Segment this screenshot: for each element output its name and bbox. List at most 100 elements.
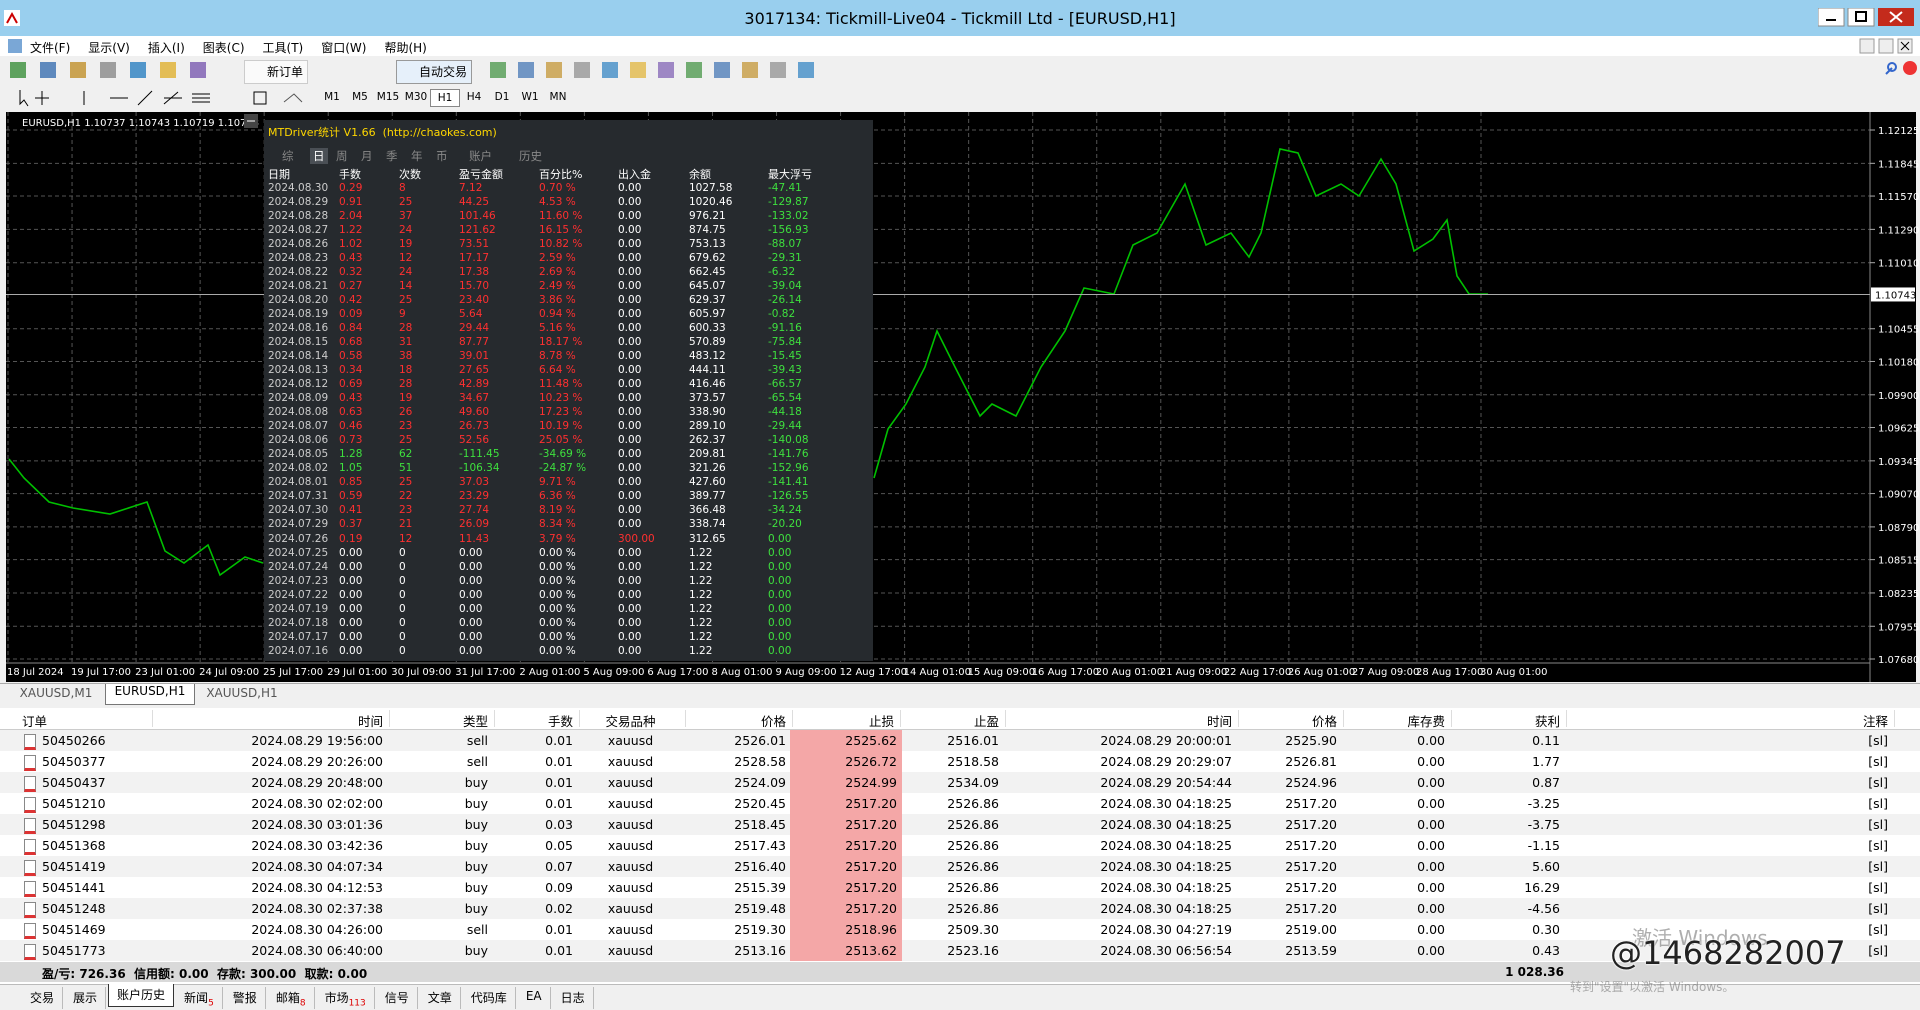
trade-row[interactable]: 50451773 2024.08.30 06:40:00 buy 0.01 xauusd… xyxy=(0,940,1920,961)
column-header[interactable]: 价格 xyxy=(1311,714,1337,729)
chart-tab[interactable]: EURUSD,H1 xyxy=(105,684,195,705)
column-header[interactable]: 库存费 xyxy=(1407,714,1445,729)
column-header[interactable]: 获利 xyxy=(1534,714,1560,729)
toolbar-icon[interactable] xyxy=(160,62,176,78)
trade-row[interactable]: 50451441 2024.08.30 04:12:53 buy 0.09 xauusd… xyxy=(0,877,1920,898)
terminal-tab[interactable]: 账户历史 xyxy=(108,984,175,1007)
trade-row[interactable]: 50450437 2024.08.29 20:48:00 buy 0.01 xauusd… xyxy=(0,772,1920,793)
trade-row[interactable]: 50451248 2024.08.30 02:37:38 buy 0.02 xauusd… xyxy=(0,898,1920,919)
timeframe-button[interactable]: M5 xyxy=(352,91,368,103)
terminal-tab[interactable]: 日志 xyxy=(553,987,594,1009)
toolbar-icon[interactable] xyxy=(770,62,786,78)
terminal-tab[interactable]: 市场113 xyxy=(317,987,375,1009)
toolbar-icon[interactable] xyxy=(630,62,646,78)
stats-tab[interactable]: 年 xyxy=(411,149,423,163)
timeframe-button[interactable]: MN xyxy=(549,91,567,103)
terminal-tab[interactable]: 展示 xyxy=(65,987,107,1009)
terminal-tab[interactable]: 邮箱8 xyxy=(268,987,315,1009)
stats-cell: -34.24 xyxy=(768,504,802,517)
menu-item[interactable]: 显示(V) xyxy=(88,41,130,55)
toolbar-icon[interactable] xyxy=(10,62,26,78)
column-header[interactable]: 时间 xyxy=(1206,714,1232,729)
stats-cell: 25 xyxy=(399,196,413,209)
trade-row[interactable]: 50451298 2024.08.30 03:01:36 buy 0.03 xauusd… xyxy=(0,814,1920,835)
toolbar-icon[interactable] xyxy=(190,62,206,78)
trade-row[interactable]: 50451419 2024.08.30 04:07:34 buy 0.07 xauusd… xyxy=(0,856,1920,877)
chart-tab[interactable]: XAUUSD,H1 xyxy=(206,686,278,700)
toolbar-icon[interactable] xyxy=(798,62,814,78)
mdi-controls[interactable] xyxy=(1858,38,1918,54)
menu-item[interactable]: 图表(C) xyxy=(202,41,245,55)
stats-tab[interactable]: 月 xyxy=(361,149,373,163)
chart-tab[interactable]: XAUUSD,M1 xyxy=(19,686,93,700)
column-header[interactable]: 时间 xyxy=(357,714,383,729)
toolbar-icon[interactable] xyxy=(574,62,590,78)
column-header[interactable]: 订单 xyxy=(22,714,48,729)
trade-cell: 2024.08.30 04:18:25 xyxy=(1100,796,1232,811)
stats-cell: 15.70 xyxy=(459,280,490,293)
trade-cell: xauusd xyxy=(607,754,654,769)
terminal-tab[interactable]: EA xyxy=(518,987,551,1009)
column-header[interactable]: 价格 xyxy=(760,714,786,729)
stats-tab[interactable]: 账户 xyxy=(469,149,492,163)
window-controls[interactable] xyxy=(1818,8,1916,28)
timeframe-button[interactable]: W1 xyxy=(521,91,539,103)
stats-tab[interactable]: 综 xyxy=(282,149,294,163)
menu-item[interactable]: 插入(I) xyxy=(147,41,185,55)
toolbar-icon[interactable] xyxy=(602,62,618,78)
new-order-button[interactable]: 新订单 xyxy=(244,60,309,84)
stats-cell: 0.00 xyxy=(618,322,642,335)
timeframe-button[interactable]: H4 xyxy=(466,91,482,103)
menu-item[interactable]: 工具(T) xyxy=(262,41,304,55)
panel-collapse[interactable] xyxy=(244,114,258,128)
toolbar-icon[interactable] xyxy=(100,62,116,78)
timeframe-button[interactable]: H1 xyxy=(430,89,460,107)
toolbar-icon[interactable] xyxy=(130,62,146,78)
column-header[interactable]: 类型 xyxy=(462,714,488,729)
stats-tab[interactable]: 历史 xyxy=(519,149,542,163)
stats-cell: 0.00 xyxy=(618,266,642,279)
column-header[interactable]: 止损 xyxy=(868,714,894,729)
menu-item[interactable]: 文件(F) xyxy=(30,41,71,55)
trade-row[interactable]: 50451210 2024.08.30 02:02:00 buy 0.01 xauusd… xyxy=(0,793,1920,814)
trade-row[interactable]: 50450266 2024.08.29 19:56:00 sell 0.01 xauus… xyxy=(0,730,1920,751)
stats-cell: 7.12 xyxy=(459,182,483,194)
timeframe-button[interactable]: M30 xyxy=(404,91,428,103)
toolbar-icon[interactable] xyxy=(686,62,702,78)
stats-tab[interactable]: 币 xyxy=(436,149,448,163)
trade-row[interactable]: 50450377 2024.08.29 20:26:00 sell 0.01 xauus… xyxy=(0,751,1920,772)
trade-row[interactable]: 50451469 2024.08.30 04:26:00 sell 0.01 xauus… xyxy=(0,919,1920,940)
terminal-tab[interactable]: 新闻5 xyxy=(176,987,223,1009)
terminal-tab[interactable]: 信号 xyxy=(377,987,418,1009)
toolbar-icon[interactable] xyxy=(518,62,534,78)
menu-item[interactable]: 帮助(H) xyxy=(384,41,427,55)
column-header[interactable]: 止盈 xyxy=(973,714,999,729)
tab-label: 日志 xyxy=(560,991,585,1005)
stats-cell: 0.41 xyxy=(339,504,363,517)
timeframe-button[interactable]: M1 xyxy=(324,91,340,103)
column-header[interactable]: 交易品种 xyxy=(605,714,656,729)
column-header[interactable]: 手数 xyxy=(547,714,573,729)
timeframe-button[interactable]: M15 xyxy=(376,91,400,103)
toolbar-icon[interactable] xyxy=(546,62,562,78)
terminal-tab[interactable]: 交易 xyxy=(22,987,64,1009)
toolbar-icon[interactable] xyxy=(742,62,758,78)
toolbar-icon[interactable] xyxy=(70,62,86,78)
stats-tab[interactable]: 季 xyxy=(386,149,398,163)
terminal-tab[interactable]: 代码库 xyxy=(463,987,516,1009)
toolbar-icon[interactable] xyxy=(714,62,730,78)
timeframe-button[interactable]: D1 xyxy=(494,91,510,103)
toolbar-icon[interactable] xyxy=(658,62,674,78)
stats-cell: 0.00 xyxy=(459,630,483,643)
trade-row[interactable]: 50451368 2024.08.30 03:42:36 buy 0.05 xauusd… xyxy=(0,835,1920,856)
terminal-tab[interactable]: 警报 xyxy=(225,987,266,1009)
terminal-tab[interactable]: 文章 xyxy=(420,987,461,1009)
column-header[interactable]: 注释 xyxy=(1862,714,1888,729)
trade-cell: 2517.20 xyxy=(790,856,902,877)
stats-tab[interactable]: 日 xyxy=(310,148,328,164)
stats-tab[interactable]: 周 xyxy=(336,149,348,163)
toolbar-icon[interactable] xyxy=(490,62,506,78)
auto-trading-button[interactable]: 自动交易 xyxy=(396,60,473,84)
toolbar-icon[interactable] xyxy=(40,62,56,78)
menu-item[interactable]: 窗口(W) xyxy=(321,41,367,55)
